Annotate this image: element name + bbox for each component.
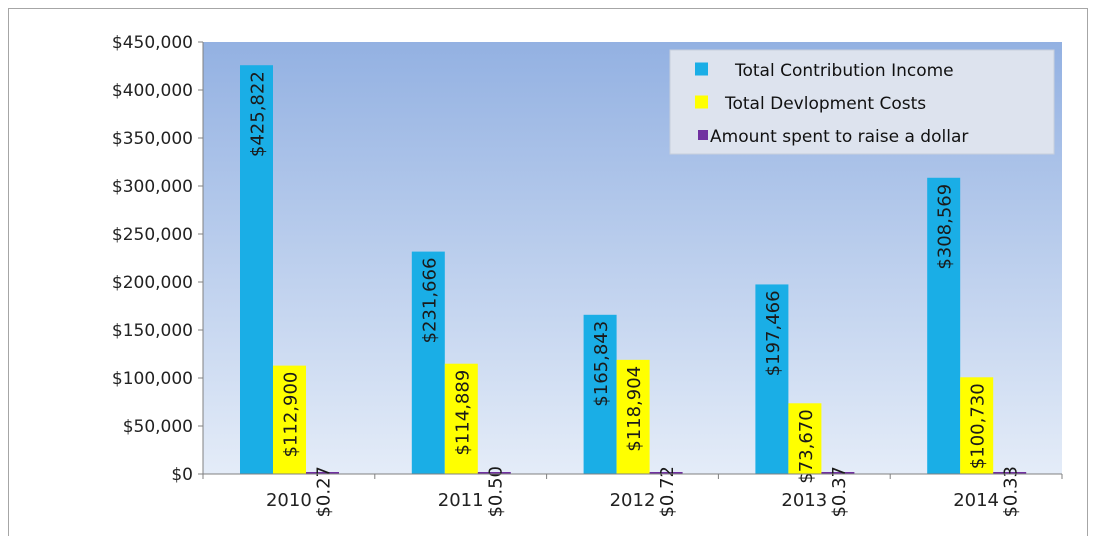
- data-label: $0.33: [1001, 466, 1022, 518]
- data-label: $114,889: [452, 370, 473, 456]
- y-tick-label: $300,000: [112, 177, 193, 197]
- data-label: $73,670: [796, 409, 817, 483]
- bar-total-devlopment-costs-2010: [273, 365, 306, 474]
- data-label: $231,666: [419, 258, 440, 344]
- legend-label-2: Total Devlopment Costs: [724, 94, 926, 114]
- data-label: $118,904: [624, 366, 645, 452]
- data-label: $197,466: [763, 290, 784, 376]
- bar-total-contribution-income-2011: [411, 251, 445, 474]
- bar-amount-spent-to-raise-a-dollar-2010: [306, 472, 339, 474]
- data-label: $308,569: [935, 184, 956, 270]
- y-tick-label: $100,000: [112, 369, 193, 389]
- x-tick-label: 2011: [438, 490, 484, 511]
- x-tick-label: 2013: [781, 490, 827, 511]
- legend-label-3: Amount spent to raise a dollar: [710, 127, 968, 147]
- x-tick-label: 2014: [953, 490, 999, 511]
- bar-total-devlopment-costs-2013: [788, 403, 822, 474]
- bar-amount-spent-to-raise-a-dollar-2014: [993, 472, 1027, 474]
- chart-frame: [8, 8, 1088, 536]
- y-tick-label: $400,000: [112, 81, 193, 101]
- y-tick-label: $50,000: [123, 417, 193, 437]
- y-tick-label: $0: [171, 465, 193, 485]
- data-label: $165,843: [591, 321, 612, 407]
- bar-total-contribution-income-2013: [755, 284, 789, 474]
- x-tick-label: 2012: [610, 490, 656, 511]
- data-label: $100,730: [968, 383, 989, 469]
- y-tick-label: $350,000: [112, 129, 193, 149]
- data-label: $0.50: [485, 466, 506, 518]
- x-tick-label: 2010: [266, 490, 312, 511]
- data-label: $0.27: [314, 466, 335, 518]
- data-label: $425,822: [248, 71, 269, 157]
- legend-label-1: Total Contribution Income: [734, 61, 954, 81]
- legend-swatch-1: [695, 62, 708, 76]
- bar-amount-spent-to-raise-a-dollar-2012: [649, 472, 683, 474]
- bar-amount-spent-to-raise-a-dollar-2011: [477, 472, 511, 474]
- legend-swatch-3: [698, 130, 708, 140]
- y-tick-label: $150,000: [112, 321, 193, 341]
- data-label: $0.72: [657, 466, 678, 518]
- bar-amount-spent-to-raise-a-dollar-2013: [821, 472, 855, 474]
- y-tick-label: $450,000: [112, 33, 193, 53]
- bar-total-contribution-income-2014: [927, 177, 961, 475]
- bar-total-devlopment-costs-2014: [960, 377, 994, 474]
- data-label: $0.37: [829, 466, 850, 518]
- y-tick-label: $250,000: [112, 225, 193, 245]
- legend-swatch-2: [695, 95, 708, 109]
- bar-total-contribution-income-2012: [583, 314, 617, 474]
- bar-total-devlopment-costs-2011: [444, 363, 478, 474]
- legend-box: [669, 49, 1055, 155]
- bar-total-contribution-income-2010: [240, 65, 273, 474]
- legend: Total Contribution Income Total Devlopmen…: [669, 49, 1055, 155]
- data-label: $112,900: [281, 372, 302, 458]
- bar-total-devlopment-costs-2012: [616, 359, 650, 474]
- y-tick-label: $200,000: [112, 273, 193, 293]
